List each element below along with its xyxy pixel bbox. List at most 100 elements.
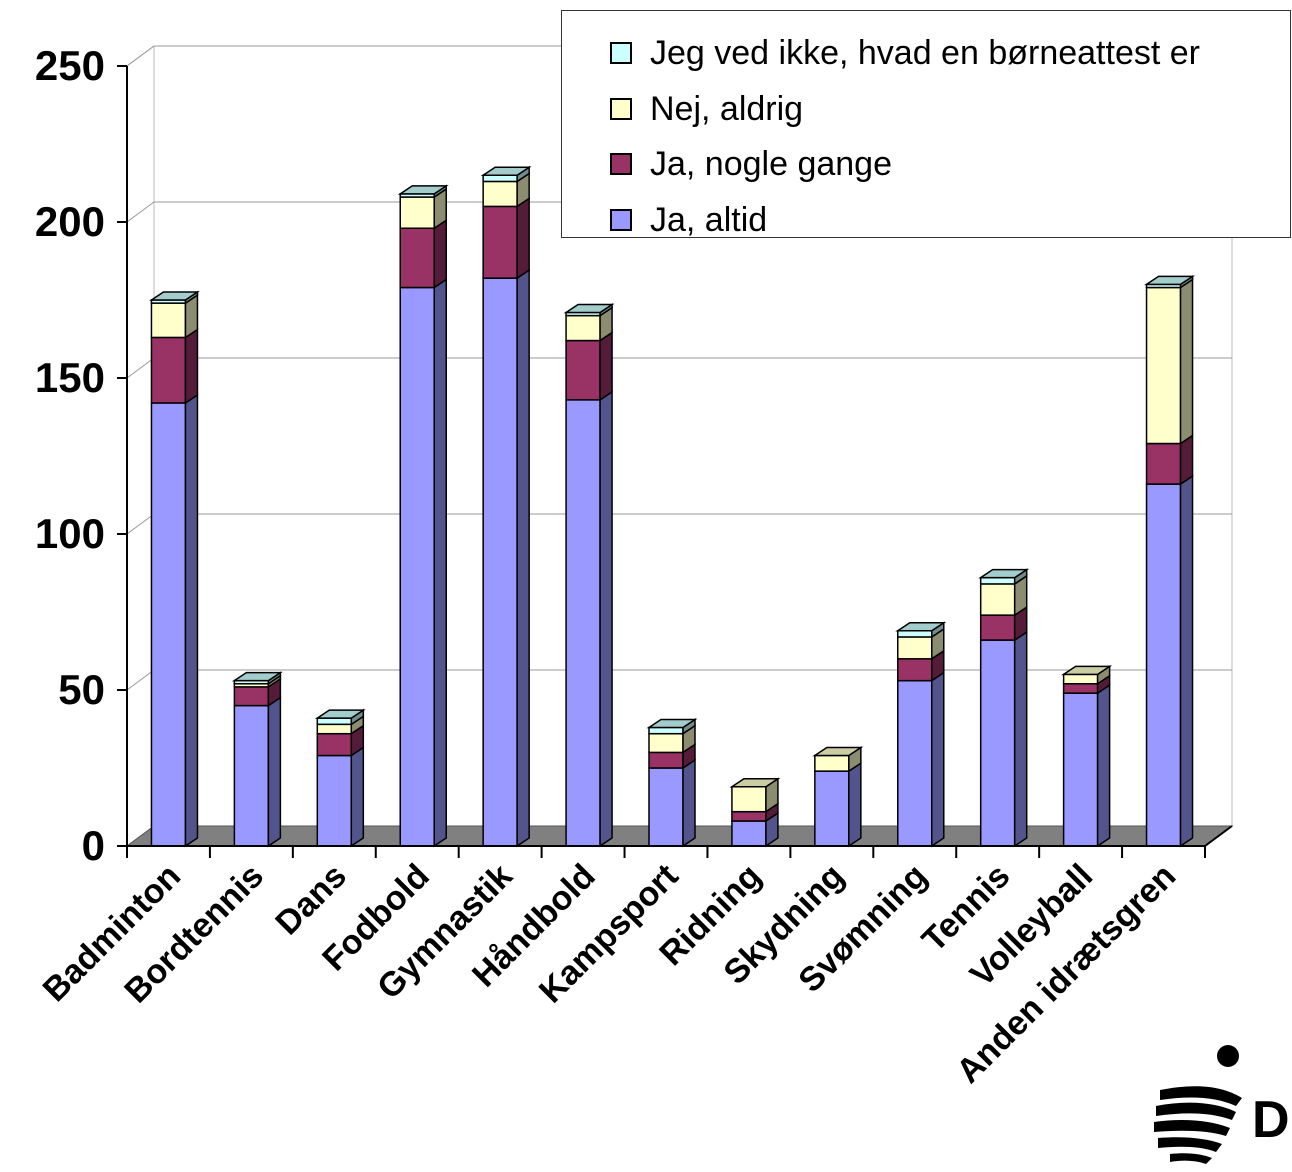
bar-segment-side [931,671,945,848]
legend: Jeg ved ikke, hvad en børneattest er Nej… [561,10,1291,240]
bar-segment-front [648,767,684,847]
bar-segment-front [1145,442,1182,485]
legend-swatch [610,209,632,231]
bar-stack [812,746,864,848]
bar-segment-front [150,336,187,404]
bar-segment-front [648,751,684,769]
bar-segment-front [897,658,933,682]
bar-segment-front [897,679,933,847]
bar-segment-front [648,726,684,735]
bar-stack [563,303,615,848]
bar-top [563,303,615,314]
y-tick-label: 250 [35,42,105,89]
bar-segment-front [316,723,353,735]
bar-top [646,718,698,729]
bar-stack [646,718,698,848]
bar-segment-side [682,758,696,848]
legend-label: Ja, nogle gange [650,144,892,183]
bar-segment-front [1062,673,1099,685]
bar-segment-front [482,174,518,183]
legend-item-yes-always: Ja, altid [610,200,767,240]
bar-segment-front [233,686,270,707]
legend-swatch [610,42,632,64]
bar-segment-front [897,629,933,638]
side-wall [126,45,155,847]
bar-segment-front [150,302,187,339]
bar-stack [397,184,449,848]
bar-segment-front [1145,286,1182,445]
x-axis-depth-line [1204,825,1233,847]
bar-top [729,777,781,788]
bars [148,165,1196,848]
y-tick-label: 200 [35,198,105,245]
bar-segment-front [316,717,353,726]
bar-segment-side [267,696,282,848]
bar-segment-front [979,576,1016,585]
bar-stack [895,621,947,848]
bar-segment-front [897,636,933,660]
bar-segment-front [565,339,601,401]
y-tick-label: 150 [35,354,105,401]
gridline-diagonal [126,513,155,535]
bar-segment-side [516,268,530,848]
bar-segment-side [350,746,365,848]
y-tick-label: 100 [35,510,105,557]
bar-segment-side [848,761,862,848]
bar-segment-front [731,820,767,847]
bar-segment-side [184,393,199,848]
bar-top [895,621,947,632]
bar-stack [314,708,366,848]
gridline-diagonal [126,357,155,379]
bar-segment-side [433,278,447,848]
bar-segment-front [979,583,1016,616]
bar-segment-front [399,196,435,229]
bar-top [1144,275,1196,286]
bar-top [480,166,532,176]
legend-swatch [610,153,632,175]
bar-top [1061,665,1113,676]
bar-segment-front [731,810,767,822]
bar-segment-front [316,732,353,757]
bar-top [148,291,200,301]
legend-swatch [610,98,632,120]
bar-segment-front [233,704,270,847]
bar-top [812,746,864,757]
gridline-diagonal [126,201,155,223]
bar-segment-side [599,390,613,848]
y-tick-label: 50 [58,666,105,713]
bar-segment-side [1179,474,1194,848]
bar-stack [978,568,1030,848]
bar-segment-side [516,196,530,280]
bar-segment-front [979,639,1016,847]
bar-stack [480,165,532,848]
dif-logo: D [1150,1040,1292,1167]
bar-segment-front [482,180,518,208]
bar-segment-front [1062,683,1099,694]
gridline-diagonal [126,669,155,691]
bar-top [231,671,283,682]
bar-segment-front [1145,483,1182,847]
legend-label: Jeg ved ikke, hvad en børneattest er [650,33,1200,72]
x-axis-ticks: BadmintonBordtennisDansFodboldGymnastikH… [36,846,1206,1091]
bar-segment-front [399,227,435,289]
bar-segment-front [648,732,684,754]
legend-item-dont-know: Jeg ved ikke, hvad en børneattest er [610,33,1200,73]
bar-segment-front [731,785,767,813]
bar-segment-front [565,314,601,342]
bar-segment-side [1096,683,1111,848]
bar-segment-side [599,331,613,402]
bar-segment-front [482,277,518,847]
bar-stack [729,777,781,848]
y-axis-ticks: 0 50 100 150 200 250 [35,42,127,869]
bar-stack [1061,664,1113,848]
bar-segment-front [150,402,187,847]
bar-segment-front [979,614,1016,641]
bar-top [314,709,366,719]
bar-top [978,568,1030,579]
gridline-diagonal [126,45,155,67]
bar-stack [1144,274,1196,848]
dif-athlete-logo-icon: D [1154,1045,1290,1164]
legend-item-yes-sometimes: Ja, nogle gange [610,144,892,184]
bar-segment-front [1062,692,1099,847]
